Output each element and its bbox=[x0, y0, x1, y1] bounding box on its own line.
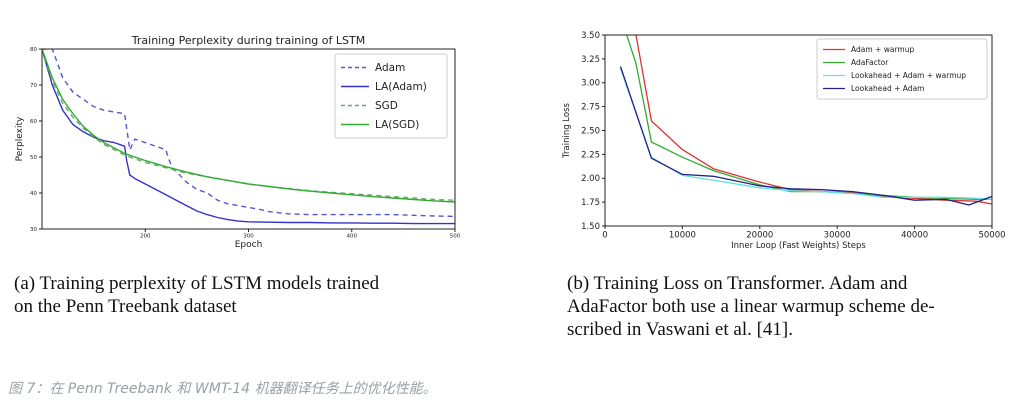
x-tick-label: 30000 bbox=[824, 231, 851, 241]
y-tick-label: 80 bbox=[30, 47, 37, 53]
x-tick-label: 40000 bbox=[901, 231, 928, 241]
series-line-lookahead-adam-warmup bbox=[619, 68, 992, 200]
caption-b-line: AdaFactor both use a linear warmup schem… bbox=[567, 296, 935, 317]
legend-box bbox=[816, 38, 988, 100]
x-tick-label: 10000 bbox=[669, 231, 696, 241]
x-tick-label: 20000 bbox=[746, 231, 773, 241]
x-tick-label: 50000 bbox=[978, 231, 1005, 241]
caption-a-line: on the Penn Treebank dataset bbox=[14, 296, 237, 317]
caption-b-line: (b) Training Loss on Transformer. Adam a… bbox=[567, 273, 908, 294]
chart-title: Training Perplexity during training of L… bbox=[131, 34, 365, 47]
legend-label: AdaFactor bbox=[851, 58, 889, 67]
series-line-sgd bbox=[42, 49, 455, 201]
x-tick-label: 500 bbox=[450, 234, 461, 240]
y-tick-label: 3.00 bbox=[581, 79, 600, 89]
y-tick-label: 2.00 bbox=[581, 174, 600, 184]
y-tick-label: 3.50 bbox=[581, 31, 600, 41]
caption-a: (a) Training perplexity of LSTM models t… bbox=[14, 272, 379, 318]
series-line-lookahead-adam bbox=[619, 66, 992, 206]
transformer-loss-chart: 0 10000 20000 30000 40000 50000 1.50 1.75 2.00 2.… bbox=[562, 31, 1006, 251]
x-axis-label: Epoch bbox=[235, 240, 263, 250]
legend-label: LA(SGD) bbox=[375, 119, 419, 131]
caption-a-line: (a) Training perplexity of LSTM models t… bbox=[14, 273, 380, 294]
y-tick-label: 3.25 bbox=[581, 55, 600, 65]
series-line-la-sgd- bbox=[42, 49, 455, 203]
y-tick-label: 60 bbox=[30, 119, 37, 125]
y-tick-label: 30 bbox=[30, 227, 37, 233]
lstm-perplexity-chart: 200 300 400 500 30 40 50 60 70 80 Training Perplex… bbox=[15, 34, 461, 250]
legend-label: Adam bbox=[375, 62, 405, 74]
x-tick-label: 400 bbox=[347, 234, 358, 240]
figure-caption: 图 7：在 Penn Treebank 和 WMT-14 机器翻译任务上的优化性… bbox=[8, 381, 437, 397]
y-axis-label: Perplexity bbox=[15, 116, 25, 161]
y-axis-label: Training Loss bbox=[562, 102, 572, 158]
x-tick-label: 200 bbox=[140, 234, 151, 240]
x-tick-label: 300 bbox=[243, 234, 254, 240]
y-tick-label: 40 bbox=[30, 191, 37, 197]
legend-box bbox=[334, 53, 448, 139]
x-tick-label: 0 bbox=[602, 231, 607, 241]
x-axis-label: Inner Loop (Fast Weights) Steps bbox=[731, 241, 866, 251]
series-line-adam bbox=[42, 49, 455, 218]
y-tick-label: 1.50 bbox=[581, 222, 600, 232]
y-tick-label: 70 bbox=[30, 83, 37, 89]
y-tick-label: 1.75 bbox=[581, 198, 600, 208]
legend-label: Lookahead + Adam bbox=[851, 84, 924, 93]
legend-label: Adam + warmup bbox=[851, 45, 914, 54]
caption-b: (b) Training Loss on Transformer. Adam a… bbox=[567, 272, 935, 341]
legend-label: LA(Adam) bbox=[375, 81, 427, 93]
legend-label: SGD bbox=[375, 100, 398, 112]
series-line-adam-warmup bbox=[635, 35, 992, 205]
y-tick-label: 2.25 bbox=[581, 150, 600, 160]
legend-label: Lookahead + Adam + warmup bbox=[851, 71, 966, 80]
y-tick-label: 2.75 bbox=[581, 103, 600, 113]
y-tick-label: 50 bbox=[30, 155, 37, 161]
y-tick-label: 2.50 bbox=[581, 126, 600, 136]
caption-b-line: scribed in Vaswani et al. [41]. bbox=[567, 319, 794, 340]
